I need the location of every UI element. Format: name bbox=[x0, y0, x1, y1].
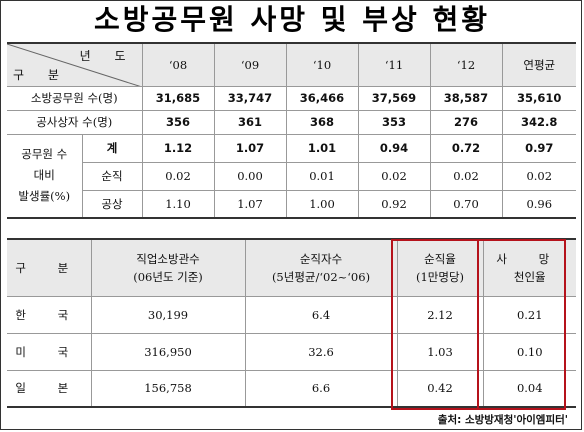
year-header: ‘08 bbox=[141, 42, 215, 87]
country-label: 한 국 bbox=[7, 295, 92, 334]
table-cell: 0.02 bbox=[501, 161, 576, 191]
table-cell: 0.92 bbox=[357, 189, 431, 219]
table-cell: 0.70 bbox=[429, 189, 503, 219]
year-header: ‘10 bbox=[285, 42, 359, 87]
table-cell: 0.21 bbox=[482, 295, 576, 334]
diagonal-divider bbox=[7, 44, 138, 85]
column-header: 순직율 (1만명당) bbox=[396, 238, 484, 297]
table-row: 일 본 156,758 6.6 0.42 0.04 bbox=[7, 369, 576, 408]
header-line: (5년평균/‘02~‘06) bbox=[271, 269, 371, 284]
table-cell: 1.12 bbox=[141, 133, 215, 163]
table-row: 공무원 수 대비 발생률(%) 계 1.12 1.07 1.01 0.94 0.… bbox=[7, 133, 576, 219]
table-cell: 32.6 bbox=[244, 332, 398, 371]
table-row: 한 국 30,199 6.4 2.12 0.21 bbox=[7, 295, 576, 334]
header-line: 순직자수 bbox=[299, 251, 343, 266]
table-row: 소방공무원 수(명) 31,685 33,747 36,466 37,569 3… bbox=[7, 85, 576, 111]
table-cell: 36,466 bbox=[285, 85, 359, 111]
column-header: 직업소방관수 (06년도 기준) bbox=[90, 238, 246, 297]
table-row: 순직 0.02 0.00 0.01 0.02 0.02 0.02 bbox=[7, 161, 576, 191]
header-line: (1만명당) bbox=[415, 269, 465, 284]
table-cell: 368 bbox=[285, 109, 359, 135]
table-cell: 276 bbox=[429, 109, 503, 135]
table-cell: 316,950 bbox=[90, 332, 246, 371]
table-cell: 0.96 bbox=[501, 189, 576, 219]
table-cell: 0.02 bbox=[429, 161, 503, 191]
corner-header-cell: 년 도 구 분 bbox=[7, 42, 143, 87]
table-cell: 6.6 bbox=[244, 369, 398, 408]
table-cell: 31,685 bbox=[141, 85, 215, 111]
table-cell: 353 bbox=[357, 109, 431, 135]
group-label-line: 대비 bbox=[33, 168, 55, 183]
year-header: ‘11 bbox=[357, 42, 431, 87]
source-credit: 출처: 소방방재청'아이엠피터' bbox=[437, 414, 568, 426]
table-cell: 361 bbox=[213, 109, 287, 135]
table-cell: 1.10 bbox=[141, 189, 215, 219]
table-cell: 0.10 bbox=[482, 332, 576, 371]
table-cell: 35,610 bbox=[501, 85, 576, 111]
table-cell: 0.97 bbox=[501, 133, 576, 163]
table-cell: 0.02 bbox=[357, 161, 431, 191]
group-label-line: 발생률(%) bbox=[18, 189, 71, 204]
header-line: 천인율 bbox=[513, 269, 546, 284]
table-cell: 1.00 bbox=[285, 189, 359, 219]
year-header: ‘09 bbox=[213, 42, 287, 87]
country-label: 미 국 bbox=[7, 332, 92, 371]
subrow-label: 계 bbox=[81, 133, 143, 163]
table-cell: 0.94 bbox=[357, 133, 431, 163]
international-comparison-table: 구 분 직업소방관수 (06년도 기준) 순직자수 (5년평균/‘02~‘06)… bbox=[7, 238, 576, 408]
subrow-label: 순직 bbox=[82, 161, 143, 191]
table-cell: 0.02 bbox=[141, 161, 215, 191]
country-label: 일 본 bbox=[7, 369, 92, 408]
table-row: 공사상자 수(명) 356 361 368 353 276 342.8 bbox=[7, 109, 576, 135]
table-header-row: 년 도 구 분 ‘08 ‘09 ‘10 ‘11 ‘12 연평균 bbox=[7, 42, 576, 87]
header-line: (06년도 기준) bbox=[133, 269, 203, 284]
page-title: 소방공무원 사망 및 부상 현황 bbox=[93, 3, 491, 36]
group-label-line: 공무원 수 bbox=[21, 147, 68, 162]
table-cell: 2.12 bbox=[396, 295, 484, 334]
table-cell: 0.72 bbox=[429, 133, 503, 163]
table-cell: 0.01 bbox=[285, 161, 359, 191]
column-header: 사 망 천인율 bbox=[482, 238, 576, 297]
table-cell: 1.07 bbox=[213, 189, 287, 219]
table-cell: 0.04 bbox=[482, 369, 576, 408]
group-label: 공무원 수 대비 발생률(%) bbox=[7, 133, 83, 219]
firefighter-stats-table: 년 도 구 분 ‘08 ‘09 ‘10 ‘11 ‘12 연평균 소방공무원 수(… bbox=[7, 42, 576, 219]
column-header: 구 분 bbox=[7, 238, 92, 297]
header-line: 구 분 bbox=[15, 260, 83, 275]
average-header: 연평균 bbox=[501, 42, 576, 87]
table-row: 공상 1.10 1.07 1.00 0.92 0.70 0.96 bbox=[7, 189, 576, 219]
table-row: 미 국 316,950 32.6 1.03 0.10 bbox=[7, 332, 576, 371]
table-cell: 37,569 bbox=[357, 85, 431, 111]
table-header-row: 구 분 직업소방관수 (06년도 기준) 순직자수 (5년평균/‘02~‘06)… bbox=[7, 238, 576, 297]
header-line: 사 망 bbox=[496, 251, 564, 266]
table-cell: 0.42 bbox=[396, 369, 484, 408]
subrow-label: 공상 bbox=[82, 189, 143, 219]
column-header: 순직자수 (5년평균/‘02~‘06) bbox=[244, 238, 398, 297]
table-cell: 1.03 bbox=[396, 332, 484, 371]
table-cell: 6.4 bbox=[244, 295, 398, 334]
table-cell: 38,587 bbox=[429, 85, 503, 111]
table-cell: 0.00 bbox=[213, 161, 287, 191]
table-cell: 33,747 bbox=[213, 85, 287, 111]
table-cell: 342.8 bbox=[501, 109, 576, 135]
table-cell: 1.07 bbox=[213, 133, 287, 163]
year-axis-label: 년 도 bbox=[79, 49, 136, 63]
header-line: 직업소방관수 bbox=[136, 251, 200, 266]
row-label: 소방공무원 수(명) bbox=[7, 85, 143, 111]
row-label: 공사상자 수(명) bbox=[7, 109, 143, 135]
year-header: ‘12 bbox=[429, 42, 503, 87]
table-cell: 356 bbox=[141, 109, 215, 135]
table-cell: 156,758 bbox=[90, 369, 246, 408]
category-axis-label: 구 분 bbox=[13, 67, 69, 82]
table-cell: 30,199 bbox=[90, 295, 246, 334]
table-cell: 1.01 bbox=[285, 133, 359, 163]
header-line: 순직율 bbox=[424, 251, 456, 266]
